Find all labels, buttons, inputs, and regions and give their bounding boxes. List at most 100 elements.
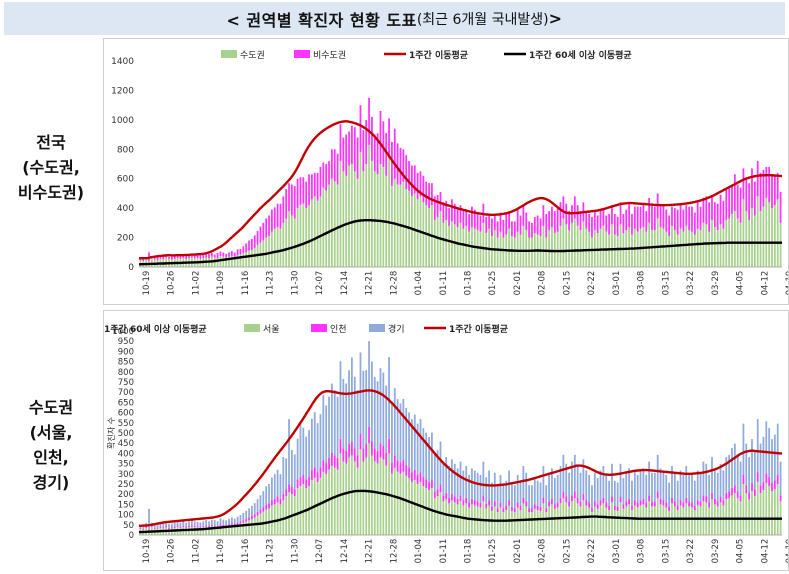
bar [356, 178, 359, 267]
bar [759, 211, 762, 267]
bar [451, 493, 453, 501]
bar [642, 468, 645, 499]
bar [676, 480, 679, 506]
x-tick-label: 03-01 [612, 271, 622, 296]
bar [302, 484, 305, 535]
bar [493, 501, 496, 507]
bar [693, 510, 696, 535]
bar [673, 472, 676, 502]
bar [445, 492, 448, 500]
y-tick-label: 850 [118, 358, 134, 368]
bar [713, 468, 716, 499]
bar [596, 508, 599, 535]
bar [671, 206, 673, 226]
bar [753, 496, 756, 535]
bar [405, 155, 408, 190]
x-tick-label: 10-26 [167, 271, 177, 296]
bar [582, 493, 585, 501]
bar [582, 221, 585, 267]
bar [331, 452, 333, 466]
bar [751, 482, 753, 492]
bar [731, 495, 733, 535]
bar [716, 230, 719, 267]
bar [331, 149, 333, 179]
bar [182, 521, 185, 526]
bar [773, 480, 776, 490]
bar [431, 479, 433, 489]
bar [545, 485, 548, 509]
bar [376, 133, 379, 175]
bar [502, 237, 505, 267]
bar [605, 475, 608, 503]
bar [185, 255, 188, 259]
bar [762, 436, 765, 482]
bar [342, 137, 345, 172]
bar [351, 357, 353, 442]
bar [359, 434, 362, 450]
x-tick-label: 01-04 [414, 539, 424, 564]
bar [659, 468, 662, 499]
bar [405, 475, 408, 535]
bar [699, 206, 702, 231]
bar [605, 502, 608, 508]
bar [753, 215, 756, 267]
x-tick-label: 11-02 [191, 539, 201, 564]
bar [648, 495, 650, 502]
bar [573, 218, 576, 267]
bar [448, 503, 450, 535]
bar [613, 510, 616, 535]
bar [299, 486, 302, 535]
page-header: < 권역별 확진자 현황 도표 (최근 6개월 국내발생) > [4, 2, 785, 35]
bar [356, 467, 359, 535]
bar [696, 228, 699, 267]
bar [585, 212, 588, 229]
bar [759, 172, 762, 212]
bar [719, 224, 722, 267]
bar [533, 508, 536, 535]
bar [393, 388, 396, 456]
x-tick-label: 04-19 [785, 539, 788, 564]
bar [245, 510, 248, 520]
bar [539, 510, 542, 535]
bar [336, 469, 339, 535]
bar [391, 186, 393, 267]
bar [182, 525, 185, 528]
bar [485, 477, 488, 504]
x-tick-label: 01-11 [439, 539, 449, 564]
bar [236, 249, 239, 256]
y-tick-label: 200 [117, 234, 134, 244]
bar [679, 500, 682, 506]
bar [259, 509, 262, 514]
bar [459, 205, 462, 223]
x-tick-label: 02-22 [587, 271, 597, 296]
bar [445, 200, 448, 220]
bar [199, 254, 202, 259]
bar [393, 467, 396, 535]
bar [545, 237, 548, 267]
bar [399, 403, 402, 463]
bar [522, 225, 525, 267]
bar [322, 394, 325, 461]
bar [771, 491, 773, 535]
bar [676, 510, 679, 535]
bar [539, 506, 542, 511]
bar [311, 174, 313, 200]
bar [296, 208, 299, 267]
bar [371, 361, 373, 442]
bar [771, 439, 773, 483]
bar [139, 258, 142, 261]
bar [328, 469, 330, 535]
bar [636, 475, 639, 503]
bar [399, 462, 402, 474]
bar [668, 482, 671, 507]
bar [602, 497, 605, 504]
bar [216, 253, 219, 259]
bar [219, 255, 222, 267]
bar [359, 105, 362, 153]
bar [416, 474, 419, 484]
bar [185, 526, 188, 528]
side-label-line: 전국 [36, 133, 66, 152]
bar [742, 484, 745, 535]
bar [751, 208, 753, 267]
bar [505, 214, 508, 235]
